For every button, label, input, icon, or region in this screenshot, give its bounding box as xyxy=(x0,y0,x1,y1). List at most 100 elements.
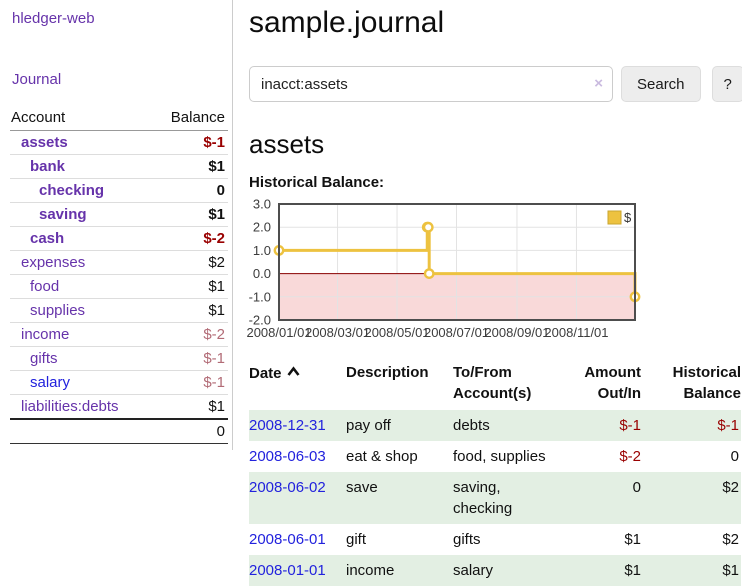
account-link[interactable]: food xyxy=(30,278,60,295)
account-balance: $1 xyxy=(151,154,228,179)
accounts-total-value: 0 xyxy=(151,418,228,444)
register-header-balance: Historical Balance xyxy=(672,364,741,402)
x-tick-label: 2008/07/01 xyxy=(424,325,489,340)
register-row: 2008-12-31 pay off debts $-1 $-1 xyxy=(249,410,741,441)
account-balance: $-1 xyxy=(151,370,228,395)
search-box: × xyxy=(249,66,613,102)
account-balance: $1 xyxy=(151,202,228,227)
account-link[interactable]: expenses xyxy=(21,254,86,271)
account-row: bank $1 xyxy=(10,154,228,179)
register-table: Date Description To/From Account(s) Amoun… xyxy=(249,360,741,586)
register-row: 2008-06-02 save saving, checking 0 $2 xyxy=(249,472,741,524)
account-balance: $1 xyxy=(151,298,228,323)
historical-balance-chart[interactable]: $ -2.0 -1.0 0.0 1.0 2.0 3.0 2008/01/01 2008/03/0… xyxy=(246,197,742,344)
chart-label: Historical Balance: xyxy=(249,174,385,191)
account-row: cash $-2 xyxy=(10,226,228,251)
transaction-balance: $2 xyxy=(722,479,739,496)
sidebar: hledger-web Journal Account Balance asse… xyxy=(0,0,233,450)
clear-search-icon[interactable]: × xyxy=(594,75,603,92)
search-form: × Search ? xyxy=(249,66,742,102)
transaction-accounts: food, supplies xyxy=(453,448,546,465)
transaction-amount: $1 xyxy=(624,531,641,548)
account-balance: $2 xyxy=(151,250,228,275)
y-tick-label: -2.0 xyxy=(249,313,271,328)
y-tick-label: 0.0 xyxy=(253,266,271,281)
account-link[interactable]: bank xyxy=(30,158,66,175)
sort-ascending-icon[interactable] xyxy=(286,362,301,383)
transaction-date-link[interactable]: 2008-06-03 xyxy=(249,448,326,465)
account-link[interactable]: income xyxy=(21,326,70,343)
data-point-marker xyxy=(422,221,434,233)
account-link[interactable]: gifts xyxy=(30,350,58,367)
y-tick-label: 1.0 xyxy=(253,243,271,258)
account-link[interactable]: salary xyxy=(30,374,71,391)
account-balance: 0 xyxy=(151,178,228,203)
account-link[interactable]: cash xyxy=(30,230,65,247)
transaction-date-link[interactable]: 2008-12-31 xyxy=(249,417,326,434)
accounts-header-balance: Balance xyxy=(151,106,228,131)
account-row: supplies $1 xyxy=(10,298,228,323)
x-tick-label: 2008/05/01 xyxy=(364,325,429,340)
transaction-description: pay off xyxy=(346,417,391,434)
help-button[interactable]: ? xyxy=(711,66,742,102)
sidebar-item-journal[interactable]: Journal xyxy=(12,71,62,88)
account-heading: assets xyxy=(249,129,325,159)
account-row: food $1 xyxy=(10,274,228,299)
account-balance: $-1 xyxy=(151,346,228,371)
account-row: income $-2 xyxy=(10,322,228,347)
transaction-balance: $1 xyxy=(722,562,739,579)
account-link[interactable]: checking xyxy=(39,182,105,199)
register-header-amount: Amount Out/In xyxy=(584,364,641,402)
account-balance: $-1 xyxy=(151,130,228,155)
transaction-description: gift xyxy=(346,531,367,548)
account-row: checking 0 xyxy=(10,178,228,203)
brand-link[interactable]: hledger-web xyxy=(12,10,95,27)
transaction-balance: $-1 xyxy=(717,417,739,434)
account-row: saving $1 xyxy=(10,202,228,227)
x-tick-label: 2008/03/01 xyxy=(305,325,370,340)
register-header-date[interactable]: Date xyxy=(249,360,346,410)
account-link[interactable]: liabilities:debts xyxy=(21,398,119,415)
transaction-description: save xyxy=(346,479,378,496)
transaction-amount: $1 xyxy=(624,562,641,579)
legend-swatch xyxy=(607,210,622,225)
y-tick-label: -1.0 xyxy=(249,289,271,304)
transaction-balance: 0 xyxy=(730,448,739,465)
x-tick-label: 2008/09/01 xyxy=(484,325,549,340)
account-link[interactable]: saving xyxy=(39,206,87,223)
plot-border xyxy=(278,203,636,321)
transaction-date-link[interactable]: 2008-06-02 xyxy=(249,479,326,496)
account-balance: $-2 xyxy=(151,322,228,347)
x-tick-label: 2008/11/01 xyxy=(544,325,608,340)
accounts-header-row: Account Balance xyxy=(10,106,228,131)
transaction-description: income xyxy=(346,562,395,579)
accounts-header-account: Account xyxy=(10,106,152,131)
transaction-amount: $-1 xyxy=(619,417,641,434)
register-row: 2008-06-01 gift gifts $1 $2 xyxy=(249,524,741,555)
y-tick-label: 3.0 xyxy=(253,197,271,212)
account-row: assets $-1 xyxy=(10,130,228,155)
account-row: gifts $-1 xyxy=(10,346,228,371)
register-header-row: Date Description To/From Account(s) Amoun… xyxy=(249,360,741,410)
register-header-accounts: To/From Account(s) xyxy=(453,364,532,402)
transaction-balance: $2 xyxy=(722,531,739,548)
account-link[interactable]: supplies xyxy=(30,302,86,319)
search-button[interactable]: Search xyxy=(621,66,701,102)
x-tick-label: 2008/01/01 xyxy=(246,325,311,340)
account-balance: $1 xyxy=(151,274,228,299)
account-row: liabilities:debts $1 xyxy=(10,395,228,420)
transaction-amount: $-2 xyxy=(619,448,641,465)
account-link[interactable]: assets xyxy=(21,134,68,151)
transaction-date-link[interactable]: 2008-01-01 xyxy=(249,562,326,579)
search-input[interactable] xyxy=(249,66,613,102)
transaction-accounts: gifts xyxy=(453,531,481,548)
account-balance: $-2 xyxy=(151,226,228,251)
transaction-accounts: debts xyxy=(453,417,490,434)
account-row: expenses $2 xyxy=(10,250,228,275)
data-point-marker xyxy=(423,268,435,280)
accounts-table: Account Balance assets $-1 bank $1 checking 0… xyxy=(10,106,228,444)
register-row: 2008-01-01 income salary $1 $1 xyxy=(249,555,741,586)
register-header-description: Description xyxy=(346,364,429,381)
transaction-date-link[interactable]: 2008-06-01 xyxy=(249,531,326,548)
